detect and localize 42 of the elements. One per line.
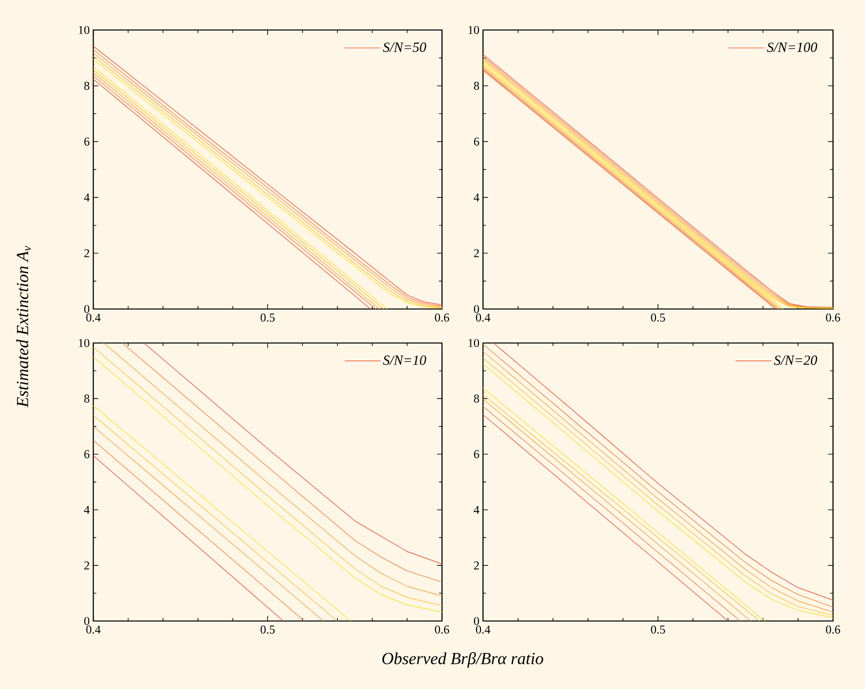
y-tick-label: 6 [474, 450, 480, 458]
y-tick-label: 8 [474, 394, 480, 403]
y-tick-label: 2 [474, 249, 479, 258]
y-tick-label: 2 [474, 561, 479, 570]
y-tick-label: 2 [84, 561, 90, 570]
y-tick-label: 4 [84, 506, 90, 514]
y-tick-label: 4 [474, 506, 480, 514]
y-tick-label: 8 [84, 394, 90, 403]
x-tick-label: 0.6 [826, 626, 840, 634]
x-tick-label: 0.6 [826, 314, 840, 322]
x-tick-label: 0.4 [476, 314, 490, 322]
y-tick-label: 6 [84, 138, 90, 146]
y-tick-label: 0 [474, 616, 480, 626]
x-tick-label: 0.5 [650, 626, 666, 634]
x-tick-label: 0.5 [650, 314, 666, 322]
y-tick-label: 0 [84, 616, 90, 626]
y-tick-label: 0 [474, 304, 480, 314]
y-tick-label: 8 [84, 82, 90, 90]
x-tick-label: 0.6 [434, 314, 450, 322]
x-tick-label: 0.4 [86, 314, 101, 322]
y-tick-label: 0 [84, 304, 90, 314]
legend-label: S/N=20 [774, 356, 818, 365]
y-tick-label: 4 [84, 193, 90, 202]
x-tick-label: 0.5 [260, 314, 275, 322]
y-tick-label: 4 [474, 193, 480, 202]
y-tick-label: 6 [84, 450, 90, 458]
y-axis-title: Estimated Extinction A$_{v}$ [16, 246, 31, 408]
y-tick-label: 10 [468, 26, 480, 34]
y-tick-label: 2 [84, 249, 90, 258]
x-tick-label: 0.6 [434, 626, 450, 634]
x-tick-label: 0.4 [86, 626, 101, 634]
x-tick-label: 0.5 [260, 626, 275, 634]
y-tick-label: 10 [468, 338, 480, 348]
x-axis-title: Observed Brβ/Brα ratio [382, 652, 544, 668]
legend-label: S/N=100 [767, 42, 818, 52]
x-tick-label: 0.4 [476, 626, 490, 634]
legend-label: S/N=50 [383, 42, 426, 52]
y-tick-label: 10 [78, 26, 90, 34]
legend-label: S/N=10 [383, 356, 426, 365]
y-tick-label: 6 [474, 138, 480, 146]
y-tick-label: 8 [474, 82, 480, 90]
y-tick-label: 10 [78, 338, 90, 348]
